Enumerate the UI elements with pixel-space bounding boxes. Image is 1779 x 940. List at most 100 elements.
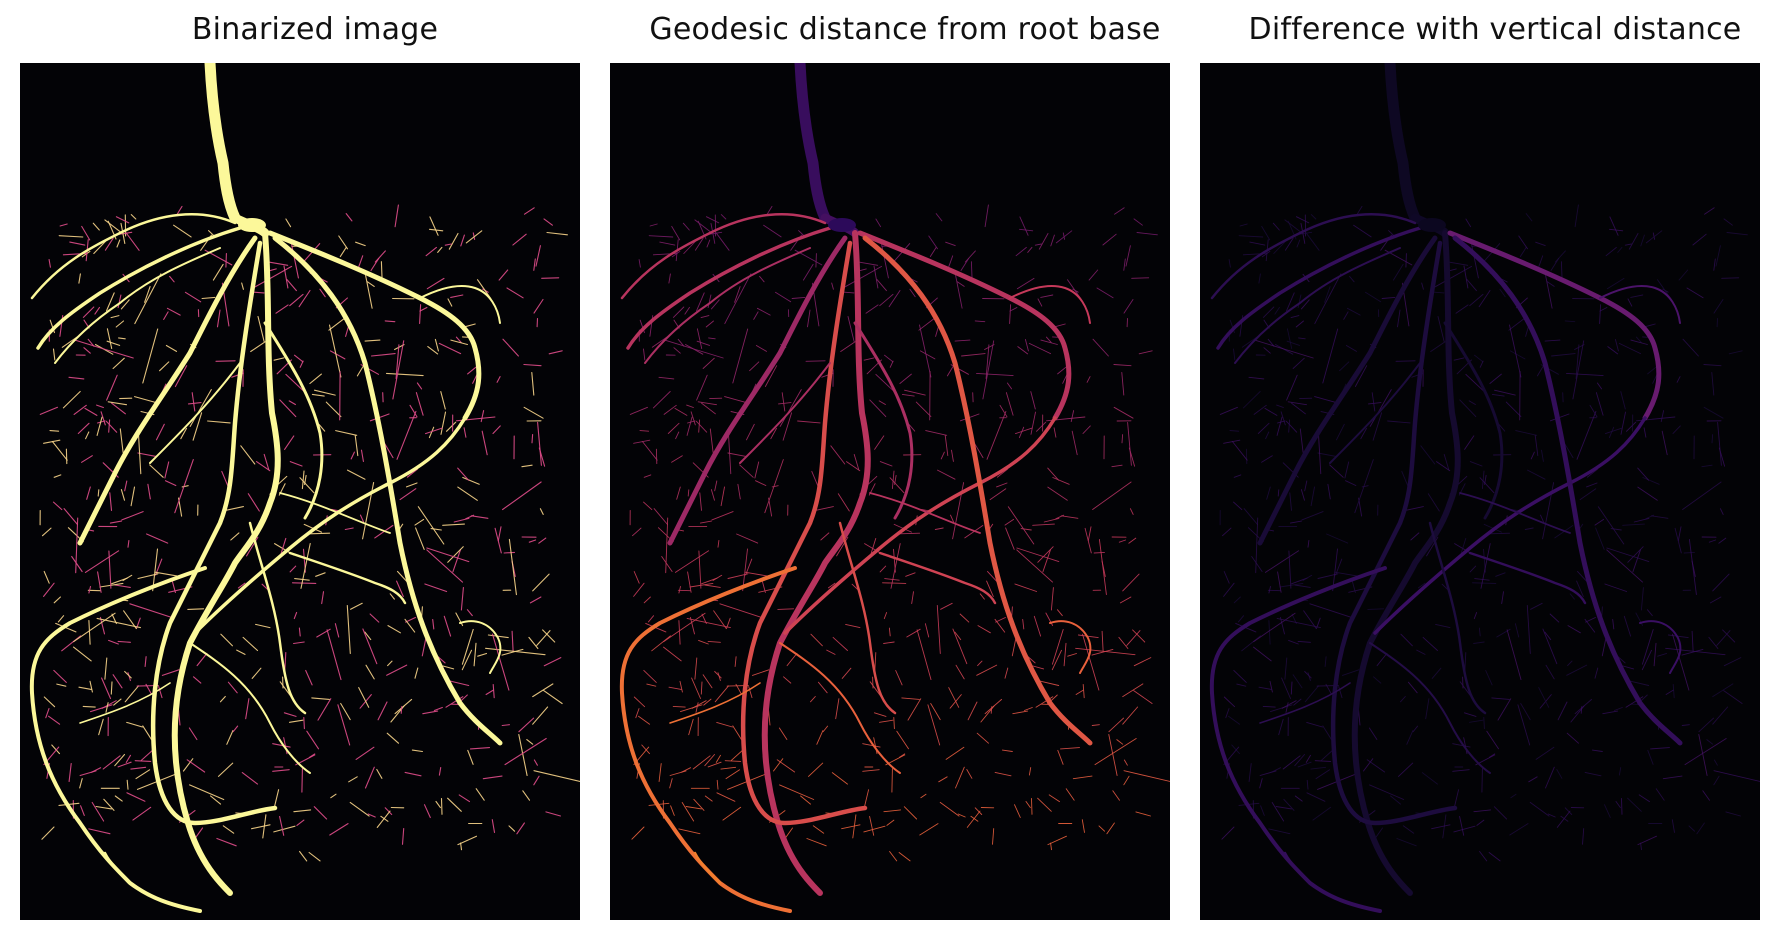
root-hair — [659, 241, 676, 246]
root-segment — [1210, 213, 1417, 300]
root-hair — [1300, 222, 1306, 244]
root-hair — [272, 743, 291, 748]
root-hair — [1225, 708, 1230, 719]
root-hair — [1374, 827, 1383, 839]
root-hair — [629, 406, 648, 415]
root-hair — [1016, 277, 1035, 290]
root-hair — [43, 582, 55, 597]
root-segment — [619, 566, 797, 913]
root-hair — [110, 681, 113, 695]
root-hair — [1551, 353, 1576, 357]
root-hair — [1483, 717, 1485, 730]
root-hair — [679, 680, 683, 693]
root-hair — [1275, 806, 1292, 810]
root-hair — [1279, 582, 1304, 588]
root-hair — [716, 792, 736, 802]
root-hair — [712, 574, 723, 581]
root-hair — [1421, 772, 1438, 785]
root-hair — [1576, 410, 1597, 460]
root-hair — [146, 533, 169, 544]
root-hair — [114, 795, 123, 802]
root-hair — [164, 480, 177, 487]
root-hair — [279, 815, 285, 836]
root-hair — [435, 800, 441, 809]
root-hair — [1297, 294, 1302, 309]
root-hair — [426, 277, 445, 290]
root-hair — [708, 337, 716, 340]
root-hair — [1261, 250, 1271, 258]
root-hair — [947, 255, 954, 269]
root-hair — [977, 660, 983, 667]
root-hair — [1017, 346, 1029, 355]
root-hair — [889, 360, 894, 368]
root-hair — [272, 769, 290, 772]
root-hair — [434, 338, 439, 352]
root-hair — [415, 527, 425, 550]
root-hair — [1133, 657, 1152, 667]
root-hair — [996, 468, 1008, 478]
root-hair — [1223, 696, 1236, 708]
root-hair — [1395, 360, 1416, 362]
root-hair — [1307, 540, 1310, 548]
root-hair — [802, 263, 814, 281]
root-hair — [966, 810, 981, 828]
root-hair — [296, 819, 305, 826]
root-hair — [215, 360, 236, 362]
root-hair — [890, 543, 901, 589]
root-hair — [966, 769, 973, 779]
root-hair — [236, 649, 246, 655]
root-hair — [306, 730, 320, 750]
root-hair — [1488, 852, 1501, 862]
root-hair — [1018, 426, 1025, 439]
root-hair — [1229, 430, 1240, 432]
root-hair — [52, 348, 56, 361]
root-hair — [1481, 470, 1485, 490]
root-hair — [815, 253, 817, 268]
root-hair — [985, 344, 990, 379]
root-hair — [447, 298, 453, 307]
root-hair — [1015, 427, 1033, 435]
root-hair — [687, 571, 692, 593]
root-hair — [1713, 775, 1720, 786]
root-hair — [831, 772, 848, 785]
root-hair — [1223, 439, 1241, 444]
root-hair — [1474, 354, 1484, 363]
root-hair — [469, 747, 491, 750]
root-hair — [1602, 710, 1619, 715]
root-hair — [1326, 533, 1349, 544]
root-hair — [1324, 286, 1331, 303]
root-hair — [1306, 779, 1309, 790]
root-hair — [631, 826, 645, 840]
root-hair — [329, 350, 346, 360]
root-hair — [899, 753, 906, 758]
root-segment — [783, 416, 1057, 635]
root-hair — [105, 702, 109, 713]
root-hair — [1479, 851, 1488, 862]
root-hair — [707, 761, 722, 768]
root-hair — [250, 341, 266, 353]
root-hair — [99, 616, 106, 635]
root-hair — [1595, 392, 1604, 416]
root-hair — [537, 421, 542, 466]
root-hair — [1361, 485, 1369, 488]
root-hair — [1258, 273, 1261, 284]
root-hair — [1627, 546, 1644, 563]
root-hair — [1422, 636, 1438, 651]
root-hair — [125, 232, 140, 251]
root-hair — [960, 257, 970, 271]
root-hair — [711, 511, 734, 521]
root-segment — [36, 226, 242, 350]
root-hair — [911, 591, 914, 605]
root-hair — [1566, 732, 1579, 744]
root-hair — [996, 482, 1008, 488]
root-base — [828, 218, 856, 232]
root-hair — [651, 336, 668, 348]
root-hair — [123, 610, 137, 630]
root-hair — [1485, 670, 1493, 686]
root-hair — [707, 294, 712, 309]
root-hair — [986, 410, 1007, 460]
root-hair — [1306, 721, 1323, 728]
root-hair — [82, 306, 95, 318]
root-hair — [63, 508, 79, 526]
root-hair — [536, 630, 551, 646]
